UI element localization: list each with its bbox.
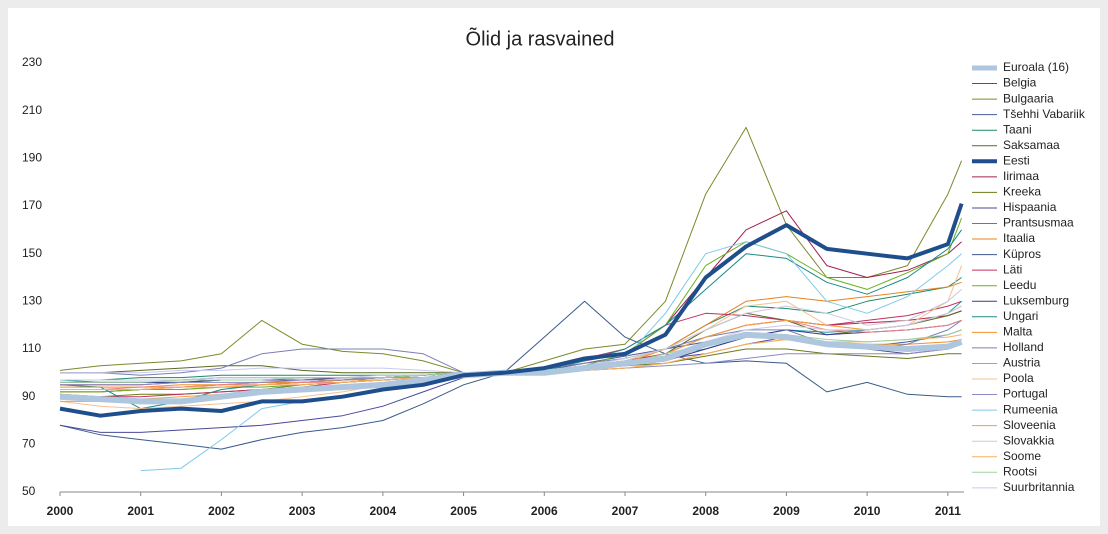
x-tick-label: 2010 (854, 504, 881, 518)
x-tick-label: 2002 (208, 504, 235, 518)
legend-label: Saksamaa (1003, 138, 1060, 152)
legend-label: Eesti (1003, 153, 1030, 167)
y-tick-label: 230 (22, 55, 42, 69)
legend-label: Luksemburg (1003, 293, 1069, 307)
y-tick-label: 130 (22, 294, 42, 308)
y-tick-label: 170 (22, 198, 42, 212)
legend-label: Tšehhi Vabariik (1003, 107, 1086, 121)
legend-label: Ungari (1003, 309, 1038, 323)
legend-label: Euroala (16) (1003, 60, 1069, 74)
legend-label: Soome (1003, 449, 1041, 463)
legend-label: Holland (1003, 340, 1044, 354)
legend-label: Leedu (1003, 278, 1036, 292)
chart-title: Õlid ja rasvained (466, 26, 615, 50)
x-tick-label: 2000 (47, 504, 74, 518)
y-tick-label: 110 (22, 341, 41, 355)
legend-label: Sloveenia (1003, 418, 1056, 432)
legend-label: Prantsusmaa (1003, 216, 1074, 230)
legend-label: Poola (1003, 371, 1034, 385)
series-line (59, 331, 963, 405)
x-tick-label: 2001 (127, 504, 154, 518)
legend-label: Bulgaaria (1003, 91, 1054, 105)
legend-label: Hispaania (1003, 200, 1057, 214)
legend-label: Rootsi (1003, 464, 1037, 478)
x-tick-label: 2003 (289, 504, 316, 518)
series-line (59, 126, 963, 374)
series-line (59, 202, 964, 418)
chart-background (8, 8, 1100, 526)
legend-label: Iirimaa (1003, 169, 1039, 183)
legend-label: Kreeka (1003, 185, 1041, 199)
x-tick-label: 2006 (531, 504, 558, 518)
legend-label: Austria (1003, 356, 1041, 370)
x-tick-label: 2009 (773, 504, 800, 518)
legend-label: Malta (1003, 325, 1033, 339)
y-tick-label: 190 (22, 151, 42, 165)
x-tick-label: 2005 (450, 504, 477, 518)
y-tick-label: 150 (22, 246, 42, 260)
series-line (59, 300, 962, 450)
x-tick-label: 2011 (935, 504, 961, 518)
x-tick-label: 2004 (370, 504, 397, 518)
legend-label: Slovakkia (1003, 433, 1055, 447)
x-tick-label: 2007 (612, 504, 639, 518)
legend-label: Belgia (1003, 76, 1037, 90)
legend-label: Itaalia (1003, 231, 1035, 245)
y-tick-label: 50 (22, 484, 36, 498)
x-tick-label: 2008 (692, 504, 719, 518)
legend-label: Taani (1003, 122, 1032, 136)
y-tick-label: 90 (22, 389, 36, 403)
legend-label: Küpros (1003, 247, 1041, 261)
y-tick-label: 70 (22, 437, 36, 451)
legend-label: Suurbritannia (1003, 480, 1075, 494)
legend-label: Rumeenia (1003, 402, 1058, 416)
y-tick-label: 210 (22, 103, 42, 117)
legend-label: Läti (1003, 262, 1022, 276)
legend-label: Portugal (1003, 387, 1048, 401)
